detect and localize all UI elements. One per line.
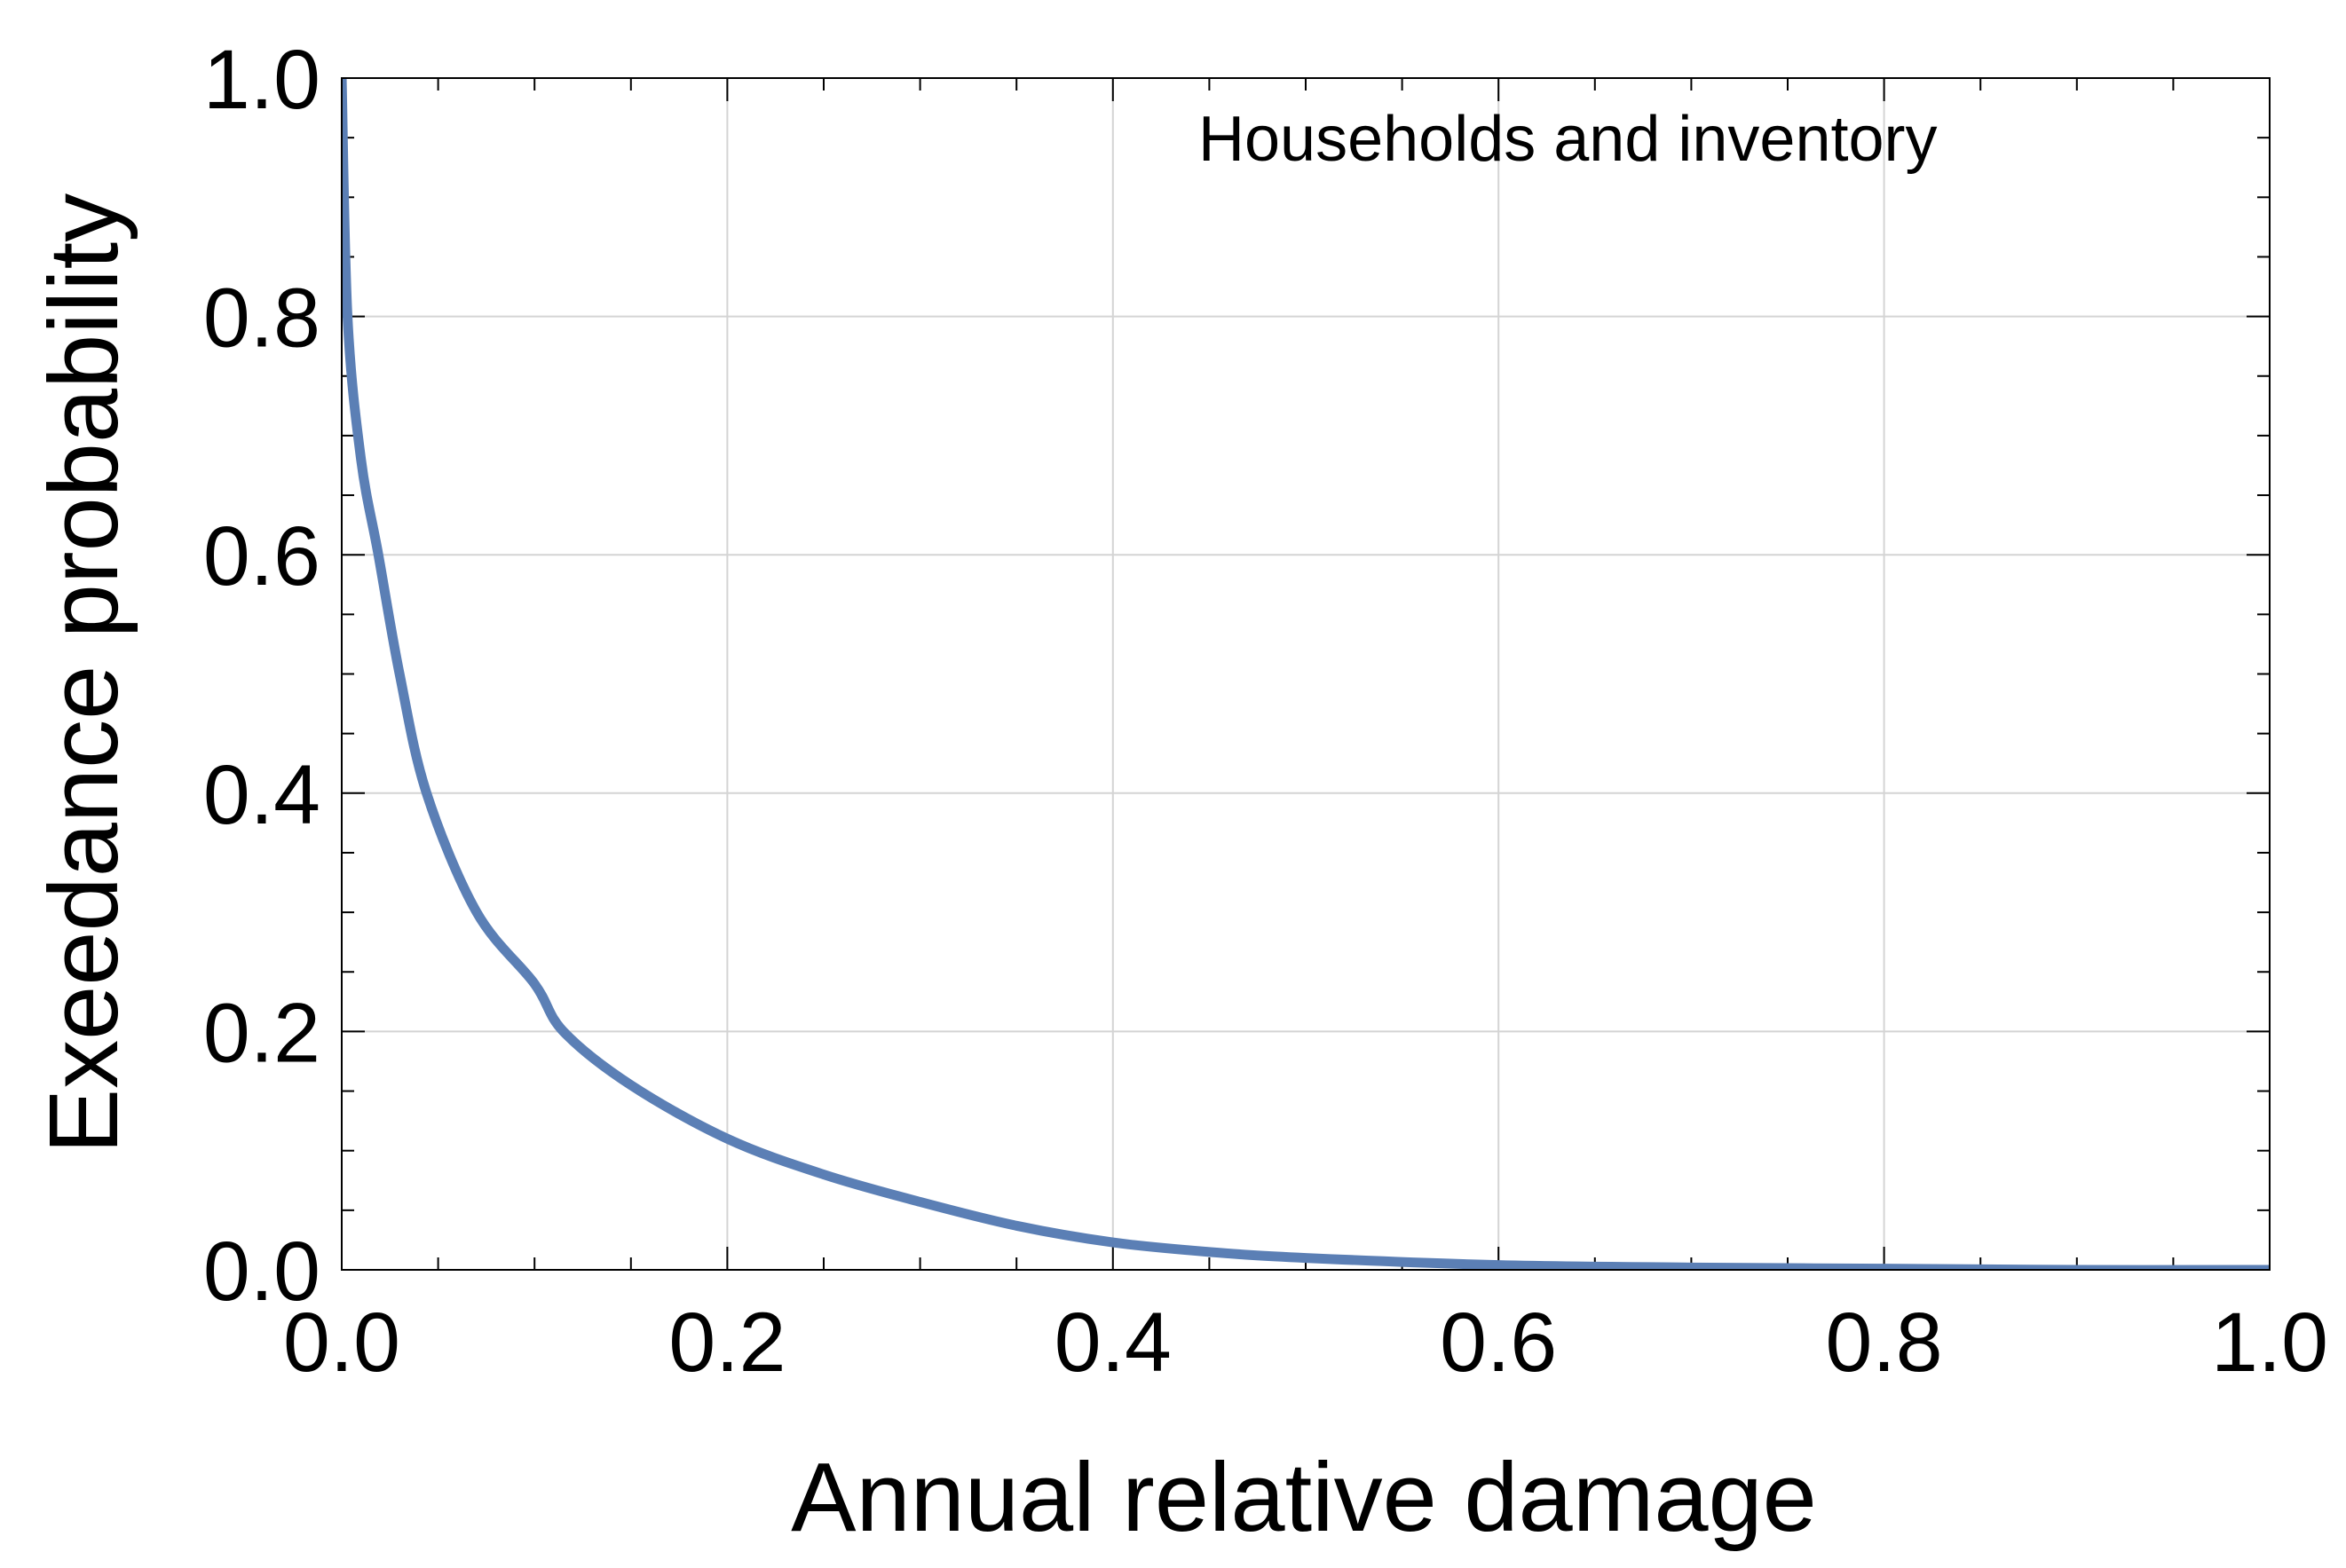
x-tick-label: 0.0: [283, 1296, 400, 1390]
x-tick-label: 0.2: [668, 1296, 786, 1390]
y-axis-label: Exeedance probability: [29, 193, 138, 1154]
x-tick-label: 0.6: [1440, 1296, 1557, 1390]
grid: [342, 78, 2270, 1270]
plot-frame: [341, 77, 2271, 1271]
x-axis-label: Annual relative damage: [791, 1443, 1817, 1552]
y-tick-label: 0.0: [203, 1225, 320, 1319]
x-tick-label: 0.4: [1055, 1296, 1172, 1390]
series-layer: [342, 77, 2270, 1270]
exceedance-curve: [342, 77, 2270, 1270]
y-tick-label: 0.8: [203, 272, 320, 366]
tick-marks: [341, 77, 2271, 1271]
x-tick-label: 0.8: [1826, 1296, 1943, 1390]
x-tick-label: 1.0: [2211, 1296, 2328, 1390]
y-tick-label: 0.4: [203, 748, 320, 842]
y-tick-label: 0.2: [203, 986, 320, 1080]
y-tick-label: 0.6: [203, 509, 320, 603]
y-tick-label: 1.0: [203, 33, 320, 127]
tick-labels: 0.0 0.2 0.4 0.6 0.8 1.0 0.0 0.2 0.4 0.6 0.8 1.0: [203, 33, 2328, 1390]
annotation-label: Households and inventory: [1198, 104, 1938, 175]
